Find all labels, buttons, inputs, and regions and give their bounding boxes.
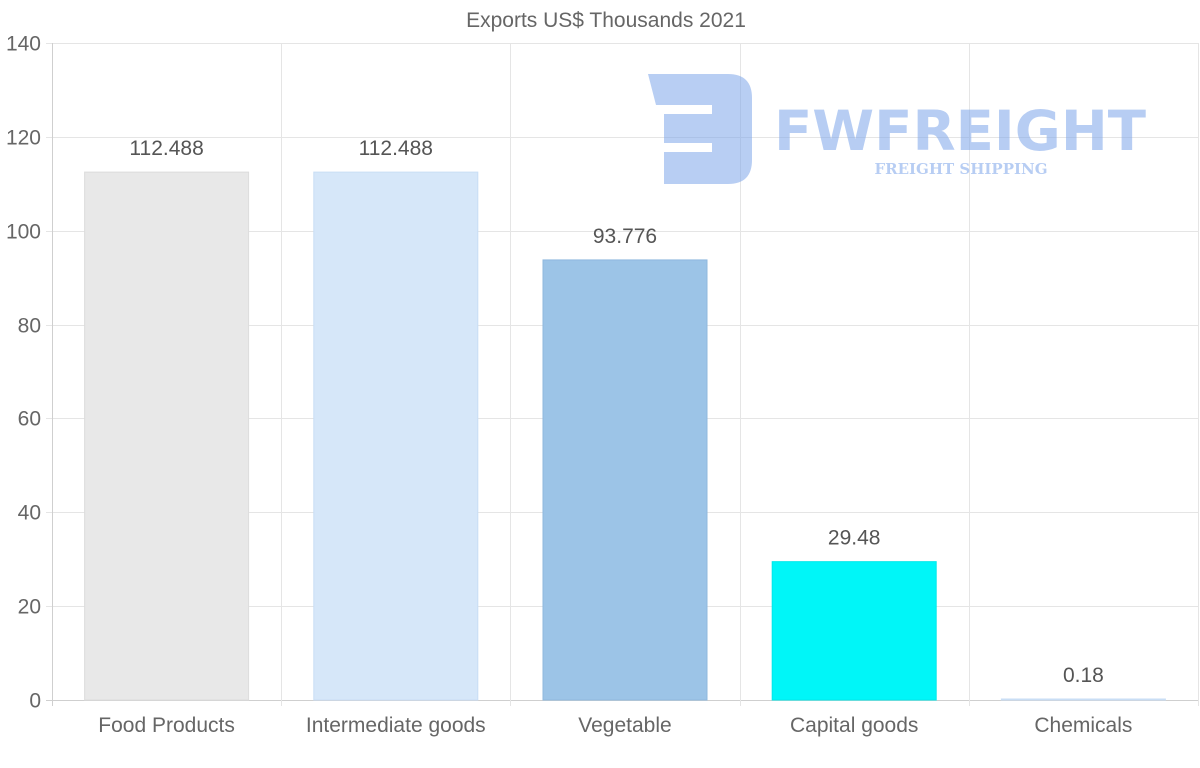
bar-vegetable (542, 259, 708, 701)
x-tick-label: Intermediate goods (306, 714, 486, 737)
x-tick-label: Chemicals (1034, 714, 1132, 737)
x-tick-label: Capital goods (790, 714, 918, 737)
watermark-logo: FWFREIGHT FREIGHT SHIPPING (648, 74, 1146, 184)
y-axis: 0 20 40 60 80 100 120 140 (6, 33, 41, 713)
bar-intermediate-goods (313, 171, 479, 701)
data-label: 29.48 (828, 527, 881, 550)
watermark-brand: FWFREIGHT (774, 99, 1146, 163)
bar-chemicals (1000, 698, 1166, 701)
x-axis: Food Products Intermediate goods Vegetable… (98, 714, 1132, 737)
data-label: 112.488 (129, 137, 203, 160)
data-labels: 112.488 112.488 93.776 29.48 0.18 (129, 137, 1103, 687)
bar-food-products (84, 171, 250, 701)
y-tick-label: 100 (6, 221, 41, 244)
y-tick-label: 140 (6, 33, 41, 56)
y-tick-label: 0 (29, 690, 41, 713)
bar-capital-goods (771, 561, 937, 701)
x-tick-label: Food Products (98, 714, 235, 737)
y-tick-label: 60 (18, 408, 41, 431)
data-label: 112.488 (359, 137, 433, 160)
logo-mark-icon (648, 74, 752, 184)
chart-title: Exports US$ Thousands 2021 (466, 9, 746, 32)
y-tick-label: 40 (18, 502, 41, 525)
y-tick-label: 20 (18, 596, 41, 619)
y-tick-label: 80 (18, 315, 41, 338)
bars (84, 171, 1166, 701)
y-tick-label: 120 (6, 127, 41, 150)
data-label: 0.18 (1063, 664, 1104, 687)
watermark-tagline: FREIGHT SHIPPING (874, 160, 1047, 178)
data-label: 93.776 (593, 225, 657, 248)
x-tick-label: Vegetable (578, 714, 671, 737)
